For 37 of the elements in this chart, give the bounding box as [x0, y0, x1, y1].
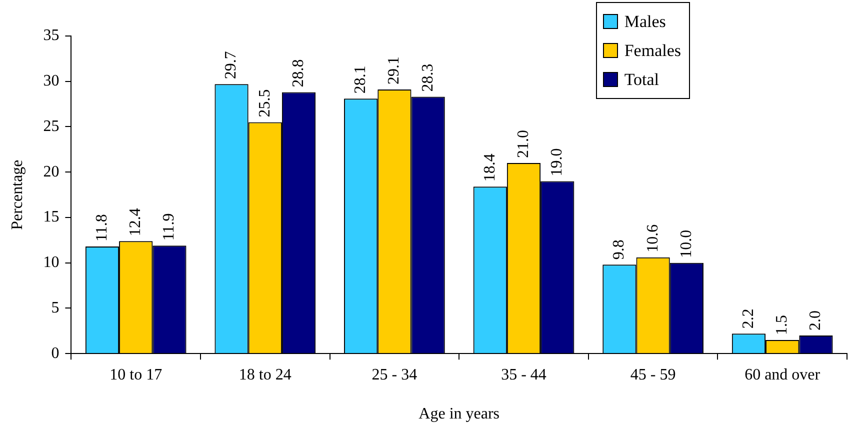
data-label: 25.5 [256, 89, 274, 118]
y-tick-label: 20 [43, 163, 60, 180]
data-label: 11.9 [160, 213, 178, 241]
x-tick-label: 45 - 59 [630, 366, 676, 384]
data-label: 11.8 [93, 214, 110, 242]
data-label: 2.0 [807, 310, 824, 330]
y-tick-label: 25 [43, 118, 60, 135]
x-tick-label: 25 - 34 [372, 366, 418, 384]
x-tick-label: 10 to 17 [110, 366, 162, 384]
y-tick-label: 10 [43, 254, 60, 272]
data-label: 18.4 [481, 154, 498, 182]
y-tick-label: 0 [51, 344, 60, 362]
data-label: 9.8 [610, 240, 628, 260]
data-label: 10.6 [644, 224, 662, 252]
data-label: 2.2 [740, 308, 757, 329]
legend-label: Males [624, 11, 666, 33]
data-label: 29.1 [386, 56, 403, 85]
y-tick-label: 5 [51, 299, 60, 316]
data-label: 29.7 [222, 51, 240, 80]
x-axis-title: Age in years [418, 406, 500, 423]
data-label: 28.8 [290, 59, 307, 88]
x-tick-label: 18 to 24 [238, 366, 292, 384]
legend-label: Total [624, 69, 660, 91]
data-label: 21.0 [514, 130, 532, 158]
x-tick-label: 35 - 44 [501, 366, 546, 384]
x-tick-label: 60 and over [744, 366, 821, 384]
y-tick-label: 35 [43, 27, 60, 44]
legend-label: Females [624, 40, 681, 62]
y-tick-label: 15 [43, 208, 60, 226]
y-axis-title: Percentage [8, 160, 26, 230]
data-label: 1.5 [774, 314, 791, 335]
data-label: 28.1 [352, 66, 370, 94]
data-label: 10.0 [678, 230, 695, 258]
y-tick-label: 30 [43, 72, 60, 90]
data-label: 28.3 [419, 64, 436, 92]
data-label: 12.4 [127, 208, 144, 236]
data-label: 19.0 [548, 148, 566, 176]
